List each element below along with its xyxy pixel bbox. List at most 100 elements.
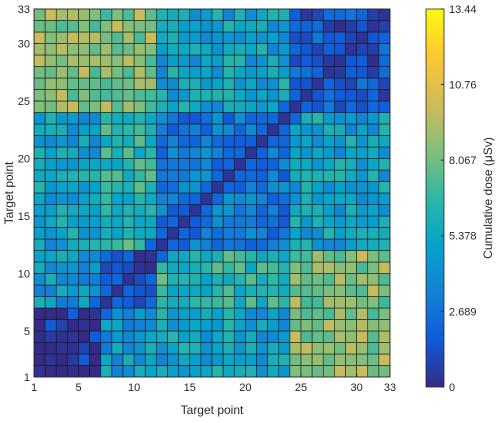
- heatmap-cell: [233, 135, 246, 148]
- heatmap-cell: [189, 204, 202, 217]
- heatmap-cell: [78, 31, 90, 44]
- heatmap-cell: [44, 100, 57, 113]
- heatmap-cell: [33, 8, 46, 21]
- heatmap-cell: [322, 54, 335, 67]
- heatmap-cell: [233, 330, 246, 343]
- heatmap-cell: [89, 261, 102, 274]
- heatmap-cell: [278, 284, 291, 297]
- heatmap-cell: [311, 204, 324, 217]
- heatmap-cell: [256, 319, 268, 332]
- heatmap-cell: [33, 43, 46, 56]
- heatmap-cell: [211, 66, 224, 79]
- heatmap-cell: [267, 238, 280, 251]
- heatmap-cell: [89, 181, 102, 194]
- heatmap-cell: [311, 330, 324, 343]
- heatmap-cell: [256, 158, 268, 171]
- heatmap-cell: [89, 204, 102, 217]
- heatmap-cell: [111, 77, 124, 90]
- heatmap-cell: [245, 284, 257, 297]
- heatmap-cell: [55, 204, 68, 217]
- heatmap-cell: [100, 8, 113, 21]
- heatmap-cell: [300, 261, 313, 274]
- heatmap-cell: [322, 307, 335, 320]
- heatmap-cell: [256, 250, 268, 263]
- heatmap-cell: [334, 365, 346, 378]
- heatmap-cell: [33, 146, 46, 159]
- heatmap-cell: [100, 319, 113, 332]
- heatmap-cell: [311, 342, 324, 355]
- heatmap-cell: [378, 330, 391, 343]
- heatmap-cell: [278, 123, 291, 136]
- heatmap-cell: [322, 112, 335, 125]
- heatmap-cell: [334, 342, 346, 355]
- heatmap-cell: [245, 307, 257, 320]
- heatmap-cell: [178, 54, 191, 67]
- heatmap-cell: [278, 307, 291, 320]
- heatmap-cell: [378, 135, 391, 148]
- heatmap-cell: [122, 227, 135, 240]
- heatmap-cell: [367, 146, 380, 159]
- heatmap-cell: [200, 284, 213, 297]
- heatmap-cell: [211, 31, 224, 44]
- heatmap-cell: [122, 215, 135, 228]
- heatmap-cell: [67, 215, 79, 228]
- heatmap-cell: [167, 66, 179, 79]
- heatmap-cell: [334, 353, 346, 366]
- heatmap-cell: [111, 273, 124, 286]
- heatmap-cell: [44, 192, 57, 205]
- heatmap-cell: [367, 43, 380, 56]
- heatmap-cell: [189, 273, 202, 286]
- heatmap-cell: [233, 215, 246, 228]
- heatmap-cell: [189, 158, 202, 171]
- heatmap-cell: [222, 307, 235, 320]
- heatmap-cell: [200, 227, 213, 240]
- heatmap-cell: [267, 43, 280, 56]
- heatmap-cell: [55, 227, 68, 240]
- colorbar-tick-label: 8.067: [449, 155, 477, 167]
- heatmap-cell: [78, 89, 90, 102]
- heatmap-cell: [156, 66, 168, 79]
- heatmap-cell: [122, 158, 135, 171]
- heatmap-cell: [156, 169, 168, 182]
- heatmap-cell: [378, 54, 391, 67]
- heatmap-cell: [378, 43, 391, 56]
- heatmap-cell: [278, 250, 291, 263]
- heatmap-cell: [156, 112, 168, 125]
- heatmap-cell: [267, 342, 280, 355]
- heatmap-cell: [100, 66, 113, 79]
- heatmap-cell: [334, 66, 346, 79]
- heatmap-cell: [111, 342, 124, 355]
- heatmap-cell: [367, 31, 380, 44]
- heatmap-cell: [200, 273, 213, 286]
- heatmap-cell: [144, 227, 157, 240]
- heatmap-cell: [278, 43, 291, 56]
- heatmap-cell: [289, 169, 302, 182]
- heatmap-cell: [178, 215, 191, 228]
- heatmap-cell: [100, 112, 113, 125]
- heatmap-cell: [278, 319, 291, 332]
- heatmap-cell: [67, 330, 79, 343]
- heatmap-cell: [345, 319, 357, 332]
- heatmap-cell: [378, 123, 391, 136]
- heatmap-cell: [178, 43, 191, 56]
- heatmap-cell: [311, 158, 324, 171]
- heatmap-cell: [133, 238, 146, 251]
- heatmap-cell: [289, 54, 302, 67]
- heatmap-cell: [200, 89, 213, 102]
- heatmap-cell: [189, 112, 202, 125]
- heatmap-cell: [144, 330, 157, 343]
- heatmap-cell: [334, 307, 346, 320]
- heatmap-cell: [44, 353, 57, 366]
- heatmap-cell: [356, 192, 369, 205]
- heatmap-cell: [89, 66, 102, 79]
- heatmap-cell: [189, 43, 202, 56]
- heatmap-cell: [178, 135, 191, 148]
- heatmap-cell: [111, 100, 124, 113]
- heatmap-cell: [33, 89, 46, 102]
- heatmap-cell: [33, 284, 46, 297]
- heatmap-cell: [200, 261, 213, 274]
- heatmap-cell: [211, 54, 224, 67]
- heatmap-cell: [133, 296, 146, 309]
- heatmap-cell: [122, 54, 135, 67]
- heatmap-cell: [334, 31, 346, 44]
